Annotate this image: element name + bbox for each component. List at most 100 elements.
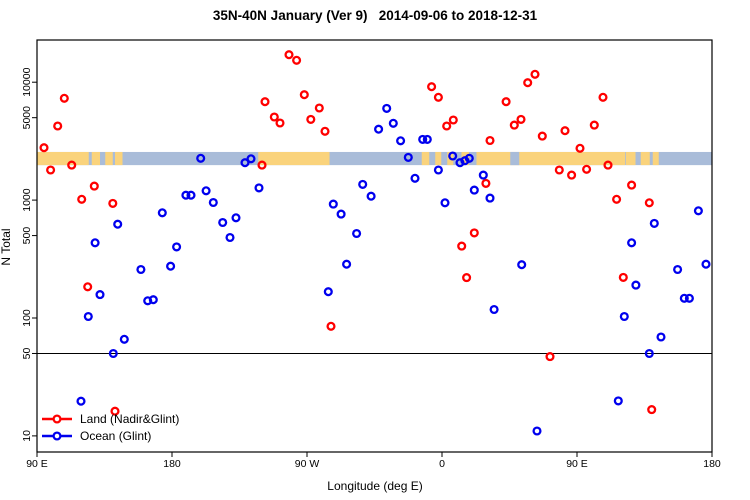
data-point-ocean [225, 232, 235, 243]
data-point-ocean [181, 190, 191, 200]
data-point-land [110, 406, 120, 416]
data-point-land [612, 194, 622, 204]
y-tick-label: 5000 [21, 106, 33, 130]
data-point-land [260, 97, 270, 107]
band-land-segment [625, 151, 636, 166]
data-point-ocean [342, 259, 352, 269]
data-point-land [509, 120, 519, 130]
data-point-ocean [613, 396, 623, 406]
data-point-ocean [254, 183, 264, 193]
data-point-ocean [95, 290, 105, 300]
data-point-land [516, 114, 526, 124]
data-point-land [89, 181, 99, 191]
data-point-ocean [90, 238, 100, 248]
y-tick-label: 500 [21, 227, 33, 245]
data-point-ocean [649, 218, 659, 228]
data-point-ocean [388, 118, 398, 128]
band-land-segment [115, 151, 123, 166]
data-point-ocean [673, 264, 683, 275]
legend-item-ocean: Ocean (Glint) [40, 427, 179, 444]
data-point-land [83, 282, 93, 292]
band-land-segment [421, 151, 430, 166]
data-point-land [292, 55, 302, 65]
data-point-ocean [619, 311, 629, 322]
y-tick-label: 10000 [21, 67, 33, 96]
data-point-land [644, 198, 654, 208]
data-point-ocean [240, 158, 250, 168]
data-point-land [481, 178, 491, 188]
data-point-land [618, 272, 628, 282]
data-point-land [326, 321, 336, 331]
data-point-land [53, 121, 63, 131]
data-point-ocean [410, 173, 420, 183]
y-tick-label: 10 [21, 430, 33, 442]
data-point-land [554, 165, 564, 175]
data-point-ocean [679, 293, 689, 303]
data-point-ocean [485, 193, 495, 203]
data-point-ocean [83, 311, 93, 322]
ocean-series-marker-icon [42, 430, 72, 441]
legend-label-land: Land (Nadir&Glint) [80, 411, 180, 426]
data-point-land [320, 126, 330, 136]
data-point-ocean [231, 213, 241, 223]
data-point-ocean [693, 206, 703, 216]
data-point-ocean [196, 153, 206, 163]
x-tick-label: 180 [703, 458, 721, 470]
data-point-ocean [396, 136, 406, 146]
data-point-ocean [684, 293, 694, 303]
data-point-ocean [328, 199, 338, 209]
data-point-land [306, 114, 316, 124]
data-point-ocean [218, 217, 228, 228]
data-point-land [545, 352, 555, 362]
data-point-land [567, 170, 577, 180]
y-tick-label: 100 [21, 309, 33, 327]
data-point-ocean [113, 219, 123, 229]
data-point-ocean [631, 280, 641, 290]
data-point-ocean [201, 186, 211, 196]
data-point-land [275, 118, 285, 128]
chart-title: 35N-40N January (Ver 9) 2014-09-06 to 20… [212, 8, 538, 23]
plot-box [36, 39, 713, 453]
data-point-land [485, 135, 495, 146]
x-tick-label: 90 W [295, 458, 320, 470]
data-point-land [560, 126, 570, 136]
data-point-land [469, 228, 479, 238]
band-land-segment [640, 151, 650, 166]
data-point-ocean [656, 332, 666, 342]
data-point-ocean [489, 304, 499, 315]
data-point-ocean [433, 165, 443, 175]
data-point-ocean [366, 191, 376, 201]
data-point-land [46, 165, 56, 175]
data-point-ocean [517, 260, 527, 270]
band-land-segment [652, 151, 659, 166]
data-point-land [457, 241, 467, 251]
data-point-land [530, 69, 540, 79]
band-land-segment [105, 151, 113, 166]
data-point-land [314, 103, 324, 113]
data-point-ocean [108, 348, 118, 359]
data-point-land [427, 82, 437, 92]
data-point-land [257, 160, 267, 170]
legend-item-land: Land (Nadir&Glint) [40, 410, 179, 427]
data-point-ocean [374, 124, 384, 134]
data-point-ocean [119, 334, 129, 344]
data-point-ocean [157, 208, 167, 218]
data-point-land [537, 131, 547, 141]
data-point-land [589, 120, 599, 130]
band-land-segment [435, 151, 442, 166]
land-series-marker-icon [42, 413, 72, 424]
data-point-land [39, 143, 49, 153]
data-point-ocean [166, 261, 176, 271]
data-point-land [647, 405, 657, 415]
data-point-ocean [382, 103, 392, 113]
data-point-ocean [464, 153, 474, 163]
band-ocean-patch [510, 151, 520, 166]
data-point-ocean [172, 242, 182, 252]
data-point-ocean [422, 134, 432, 144]
x-tick-label: 90 E [26, 458, 48, 470]
data-point-land [442, 121, 452, 131]
band-land-segment [258, 151, 330, 166]
data-point-ocean [336, 209, 346, 219]
